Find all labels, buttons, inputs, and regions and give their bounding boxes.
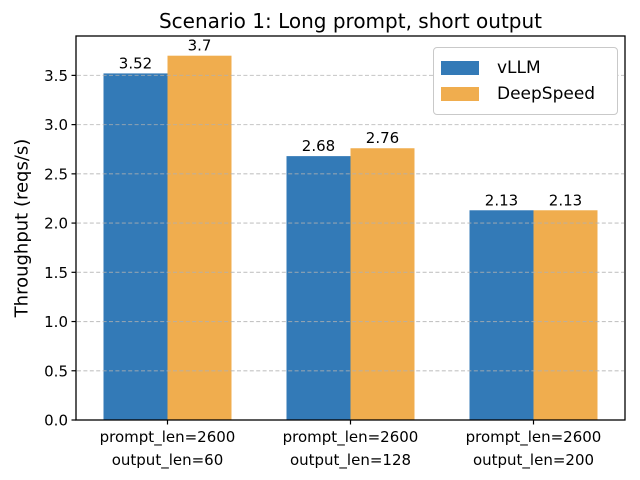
bar-deepspeed-1 bbox=[350, 148, 415, 420]
y-tick-label-1.5: 1.5 bbox=[44, 264, 68, 282]
y-tick-label-3.5: 3.5 bbox=[44, 67, 68, 85]
legend-item-deepspeed: DeepSpeed bbox=[441, 84, 607, 104]
bar-value-label-vllm-2: 2.13 bbox=[485, 191, 518, 209]
x-tick-label-1: prompt_len=2600 output_len=128 bbox=[283, 428, 419, 470]
bar-deepspeed-0 bbox=[167, 55, 232, 420]
y-tick-label-3.0: 3.0 bbox=[44, 116, 68, 134]
chart-title: Scenario 1: Long prompt, short output bbox=[158, 9, 543, 33]
legend-item-vllm: vLLM bbox=[441, 58, 607, 78]
legend-swatch-vllm-icon bbox=[441, 61, 479, 75]
y-tick-label-2.5: 2.5 bbox=[44, 165, 68, 183]
legend-label-vllm: vLLM bbox=[497, 58, 541, 78]
bar-vllm-2 bbox=[469, 210, 534, 420]
y-tick-label-1.0: 1.0 bbox=[44, 313, 68, 331]
x-tick-label-0: prompt_len=2600 output_len=60 bbox=[100, 428, 236, 470]
bar-value-label-vllm-1: 2.68 bbox=[302, 137, 335, 155]
y-tick-label-0.0: 0.0 bbox=[44, 412, 68, 430]
bar-deepspeed-2 bbox=[533, 210, 598, 420]
y-axis-label: Throughput (reqs/s) bbox=[11, 138, 33, 318]
x-tick-label-2: prompt_len=2600 output_len=200 bbox=[466, 428, 602, 470]
legend: vLLM DeepSpeed bbox=[433, 47, 618, 115]
bar-value-label-vllm-0: 3.52 bbox=[119, 54, 152, 72]
legend-swatch-deepspeed-icon bbox=[441, 87, 479, 101]
legend-label-deepspeed: DeepSpeed bbox=[497, 84, 596, 104]
bar-vllm-0 bbox=[103, 73, 168, 421]
bar-value-label-deepspeed-0: 3.7 bbox=[188, 37, 212, 55]
bar-value-label-deepspeed-2: 2.13 bbox=[549, 191, 582, 209]
bar-vllm-1 bbox=[286, 156, 351, 420]
y-tick-label-2.0: 2.0 bbox=[44, 215, 68, 233]
y-tick-label-0.5: 0.5 bbox=[44, 362, 68, 380]
bar-value-label-deepspeed-1: 2.76 bbox=[366, 129, 399, 147]
